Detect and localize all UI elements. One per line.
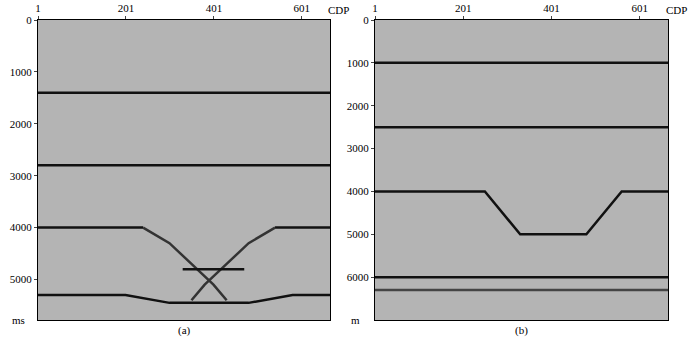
svg-text:1: 1 <box>372 2 378 14</box>
svg-text:401: 401 <box>206 2 223 14</box>
svg-text:0: 0 <box>363 14 369 26</box>
svg-text:601: 601 <box>294 2 311 14</box>
svg-text:1000: 1000 <box>10 66 33 78</box>
svg-text:CDP: CDP <box>666 4 687 16</box>
svg-text:5000: 5000 <box>347 228 370 240</box>
svg-text:4000: 4000 <box>347 185 370 197</box>
svg-text:m: m <box>351 314 360 326</box>
svg-text:2000: 2000 <box>347 100 370 112</box>
svg-text:3000: 3000 <box>10 170 33 182</box>
svg-text:4000: 4000 <box>10 221 33 233</box>
svg-text:(a): (a) <box>178 324 191 337</box>
svg-text:3000: 3000 <box>347 142 370 154</box>
svg-text:CDP: CDP <box>328 4 349 16</box>
svg-text:1000: 1000 <box>347 57 370 69</box>
svg-text:0: 0 <box>26 14 32 26</box>
svg-text:601: 601 <box>632 2 649 14</box>
svg-text:401: 401 <box>543 2 560 14</box>
svg-text:ms: ms <box>12 314 25 326</box>
svg-text:1: 1 <box>35 2 41 14</box>
svg-text:5000: 5000 <box>10 273 33 285</box>
svg-text:6000: 6000 <box>347 271 370 283</box>
svg-text:2000: 2000 <box>10 118 33 130</box>
svg-text:(b): (b) <box>515 324 528 337</box>
svg-text:201: 201 <box>118 2 135 14</box>
svg-text:201: 201 <box>455 2 472 14</box>
